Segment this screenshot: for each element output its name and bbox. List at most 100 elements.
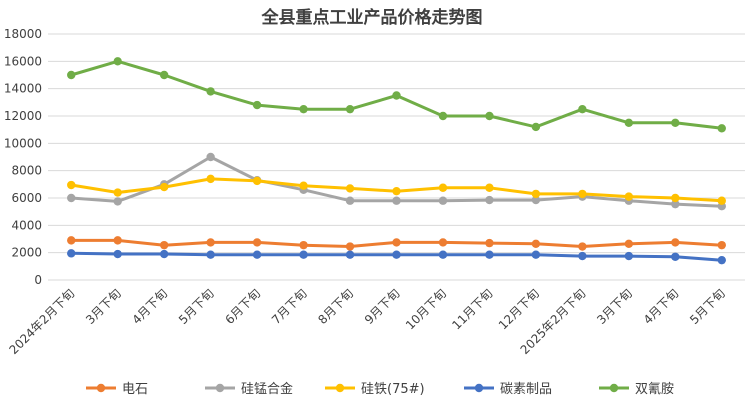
legend-item: 双氰胺: [599, 381, 674, 397]
x-tick-label: 4月下旬: [641, 286, 682, 327]
y-tick-label: 14000: [4, 82, 42, 96]
legend-item: 碳素制品: [464, 382, 552, 397]
x-tick-label: 7月下旬: [269, 286, 310, 327]
data-point: [299, 240, 308, 250]
series-lines: [67, 57, 726, 265]
data-point: [159, 240, 169, 250]
data-point: [578, 104, 587, 114]
data-point: [206, 250, 215, 259]
x-tick-label: 10月下旬: [403, 286, 449, 332]
data-point: [392, 196, 401, 205]
data-point: [485, 238, 494, 248]
data-point: [671, 193, 680, 203]
data-point: [113, 249, 122, 259]
y-tick-label: 10000: [4, 136, 42, 150]
series-0: [67, 236, 726, 251]
data-point: [624, 239, 634, 248]
data-point: [206, 87, 215, 96]
x-axis-ticks: 2024年2月下旬 3月下旬 4月下旬 5月下旬 6月下旬 7月下旬 8月下旬 9月下旬 10月…: [7, 286, 728, 357]
data-point: [392, 238, 401, 247]
data-point: [531, 195, 541, 205]
legend-marker: [215, 383, 225, 393]
data-point: [671, 118, 680, 128]
legend-item: 硅锰合金: [205, 381, 293, 397]
y-tick-label: 2000: [11, 246, 42, 260]
data-point: [206, 174, 215, 184]
data-point: [252, 250, 262, 259]
x-tick-label: 3月下旬: [594, 286, 635, 327]
data-point: [299, 181, 308, 190]
data-point: [392, 186, 401, 196]
y-tick-label: 12000: [4, 109, 42, 123]
data-point: [578, 189, 587, 199]
x-tick-label: 12月下旬: [496, 286, 542, 332]
data-point: [159, 182, 169, 192]
data-point: [299, 250, 308, 259]
legend-label: 电石: [122, 382, 148, 397]
data-point: [717, 196, 726, 205]
x-tick-label: 5月下旬: [176, 286, 217, 327]
series-3: [67, 249, 726, 265]
data-point: [345, 184, 355, 193]
x-tick-label: 11月下旬: [449, 286, 495, 332]
data-point: [113, 197, 122, 206]
y-axis-ticks: 0 2000 4000 6000 8000 10000 12000 14000 16000 180…: [4, 27, 42, 287]
y-tick-label: 0: [34, 273, 42, 287]
data-point: [671, 252, 680, 261]
x-tick-label: 6月下旬: [222, 286, 263, 327]
data-point: [67, 193, 76, 203]
data-point: [624, 118, 634, 128]
data-point: [438, 250, 448, 259]
data-point: [485, 250, 494, 259]
data-point: [67, 236, 76, 245]
x-tick-label: 2024年2月下旬: [7, 286, 78, 357]
legend-marker: [474, 383, 484, 393]
data-point: [392, 91, 401, 100]
data-point: [531, 250, 541, 259]
data-point: [113, 188, 122, 197]
data-point: [252, 238, 262, 247]
data-point: [67, 70, 76, 80]
x-tick-label: 3月下旬: [83, 286, 124, 327]
y-tick-label: 6000: [11, 191, 42, 205]
data-point: [113, 57, 122, 66]
data-point: [345, 104, 355, 114]
data-point: [485, 183, 494, 192]
data-point: [67, 180, 76, 190]
data-point: [717, 255, 726, 265]
data-point: [299, 104, 308, 114]
data-point: [485, 195, 494, 205]
data-point: [717, 240, 726, 250]
data-point: [252, 176, 262, 186]
data-point: [438, 111, 448, 121]
x-tick-label: 8月下旬: [315, 286, 356, 327]
data-point: [113, 236, 122, 245]
data-point: [392, 250, 401, 259]
series-4: [67, 57, 726, 133]
legend-label: 硅锰合金: [241, 381, 293, 397]
legend-item: 电石: [86, 382, 148, 397]
y-tick-label: 18000: [4, 27, 42, 41]
data-point: [345, 242, 355, 251]
data-point: [438, 196, 448, 205]
legend-label: 碳素制品: [500, 382, 552, 397]
data-point: [438, 238, 448, 247]
data-point: [345, 196, 355, 205]
legend-label: 硅铁(75#): [361, 382, 425, 397]
data-point: [438, 183, 448, 192]
legend-item: 硅铁(75#): [325, 382, 425, 397]
data-point: [671, 238, 680, 247]
data-point: [345, 250, 355, 259]
data-point: [531, 122, 541, 132]
data-point: [624, 251, 634, 261]
data-point: [252, 100, 262, 110]
x-tick-label: 4月下旬: [130, 286, 171, 327]
data-point: [206, 238, 215, 247]
legend-marker: [335, 383, 345, 393]
data-point: [578, 251, 587, 261]
series-1: [67, 152, 726, 211]
data-point: [159, 70, 169, 80]
data-point: [531, 189, 541, 199]
